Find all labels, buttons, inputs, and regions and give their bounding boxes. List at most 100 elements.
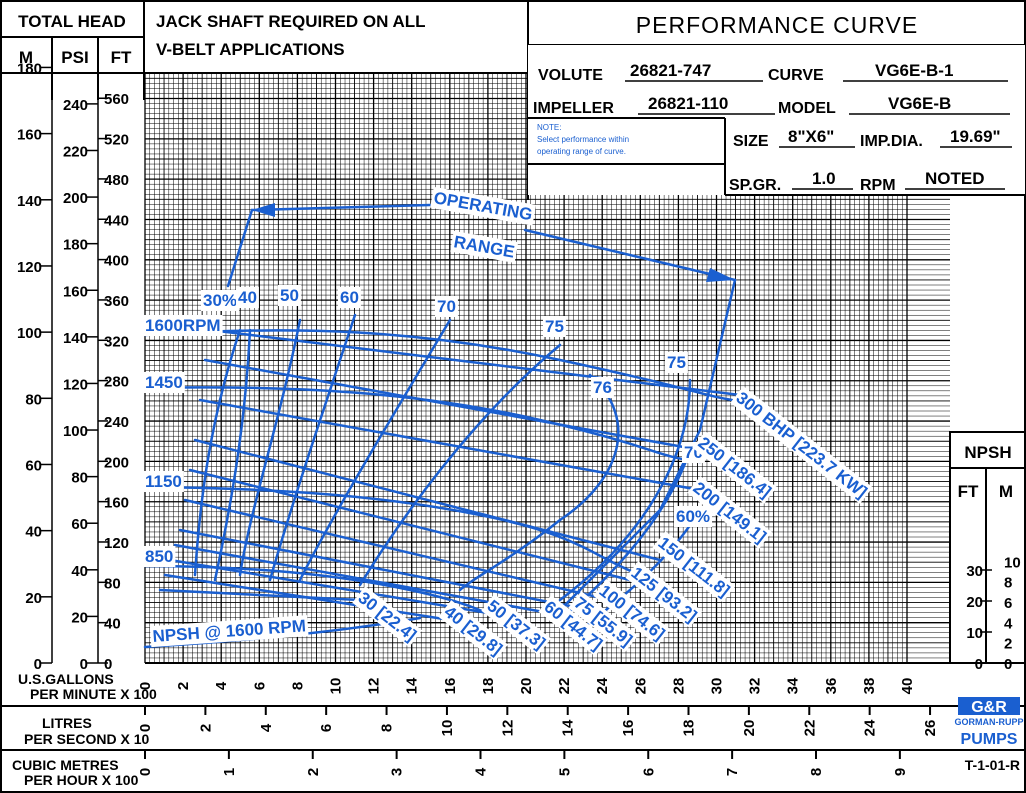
y-tick-m-label: 20 xyxy=(25,590,42,607)
x-tick-lps-label: 18 xyxy=(680,720,697,737)
label-efficiency-backing xyxy=(665,352,688,373)
x-tick-lps-label: 16 xyxy=(620,720,637,737)
col-ft-header: FT xyxy=(111,48,132,67)
x-axis-ticks: 0 2 4 6 8 10 12 14 16 18 20 22 24 26 28 30 32 34 36 38 400 2 4… xyxy=(137,677,939,776)
label-850-text: 850 xyxy=(145,547,173,566)
gpm-label-2: PER MINUTE X 100 xyxy=(30,686,157,702)
logo-line2: PUMPS xyxy=(961,731,1018,748)
label-efficiency-text: 75 xyxy=(667,353,686,372)
label-bhp-backing xyxy=(481,594,552,656)
x-tick-gpm-label: 20 xyxy=(518,678,535,695)
bhp-200 xyxy=(198,398,702,492)
operating-range-boundary xyxy=(226,203,432,288)
x-tick-gpm-label: 12 xyxy=(366,678,383,695)
note-line2: operating range of curve. xyxy=(537,147,626,156)
rpm-value: NOTED xyxy=(925,169,985,188)
label-bhp-backing xyxy=(692,431,777,504)
label-1450-text: 1450 xyxy=(145,373,183,392)
x-tick-cmh-label: 6 xyxy=(640,768,657,776)
x-tick-lps-label: 20 xyxy=(741,720,758,737)
eff-75 xyxy=(358,343,562,587)
y-tick-m-label: 140 xyxy=(17,193,42,210)
gorman-rupp-logo: G&R GORMAN-RUPP PUMPS xyxy=(955,697,1024,748)
x-tick-gpm-label: 10 xyxy=(328,678,345,695)
y-tick-ft-label: 360 xyxy=(104,293,129,310)
label-range-backing xyxy=(450,230,519,263)
size-value: 8"X6" xyxy=(788,127,834,146)
label-850: 850 xyxy=(143,546,176,567)
label-bhp-backing xyxy=(568,591,639,653)
label-efficiency-text: 75 xyxy=(545,317,564,336)
label-850-backing xyxy=(143,546,176,567)
lps-label-2: PER SECOND X 10 xyxy=(24,731,149,747)
x-tick-cmh-label: 4 xyxy=(473,767,490,776)
bhp-50 xyxy=(168,558,502,617)
label-bhp-backing xyxy=(593,579,671,646)
npsh-title: NPSH xyxy=(964,443,1011,462)
x-tick-gpm-label: 34 xyxy=(785,677,802,694)
label-efficiency-backing xyxy=(674,506,713,527)
label-1150-backing xyxy=(143,471,184,492)
y-tick-ft-label: 520 xyxy=(104,132,129,149)
rpm-label: RPM xyxy=(860,177,896,194)
label-1450-backing xyxy=(143,372,185,393)
y-tick-ft-label: 560 xyxy=(104,91,129,108)
bhp-125 xyxy=(188,468,632,582)
x-tick-lps-label: 14 xyxy=(560,719,577,736)
x-tick-cmh-label: 5 xyxy=(556,768,573,776)
imp-dia-label: IMP.DIA. xyxy=(860,133,923,150)
y-tick-ft-label: 480 xyxy=(104,172,129,189)
label-efficiency-text: 60% xyxy=(676,507,710,526)
x-tick-cmh-label: 9 xyxy=(892,768,909,776)
curve-value: VG6E-B-1 xyxy=(875,61,953,80)
y-tick-psi-label: 100 xyxy=(63,423,88,440)
x-tick-gpm-label: 6 xyxy=(251,682,268,690)
label-bhp-backing xyxy=(625,561,703,628)
y-axis-ticks: 0408012016020024028032036040044048052056… xyxy=(17,60,129,673)
x-tick-cmh-label: 1 xyxy=(221,768,238,776)
label-efficiency-text: 60 xyxy=(340,288,359,307)
x-tick-gpm-label: 2 xyxy=(175,682,192,690)
gpm-label-1: U.S.GALLONS xyxy=(18,671,114,687)
npsh-box xyxy=(949,431,1026,664)
label-bhp-backing xyxy=(438,600,509,662)
npsh-tick-m-label: 10 xyxy=(1004,554,1021,571)
bhp-250 xyxy=(203,358,702,452)
npsh-tick-m-label: 4 xyxy=(1004,615,1013,632)
label-efficiency: 75 xyxy=(543,316,566,337)
doc-code: T-1-01-R xyxy=(965,757,1020,773)
label-efficiency-text: 76 xyxy=(593,378,612,397)
sp-gr-value: 1.0 xyxy=(812,169,836,188)
x-tick-gpm-label: 16 xyxy=(442,678,459,695)
y-tick-psi-label: 120 xyxy=(63,376,88,393)
label-1600rpm-backing xyxy=(143,315,223,336)
y-tick-m-label: 40 xyxy=(25,524,42,541)
label-efficiency: 75 xyxy=(665,352,688,373)
label-efficiency: 76 xyxy=(591,377,614,398)
label-1600rpm-text: 1600RPM xyxy=(145,316,221,335)
bhp-300 xyxy=(208,328,742,397)
x-tick-gpm-label: 8 xyxy=(289,682,306,690)
y-tick-ft-label: 80 xyxy=(104,575,121,592)
curve-1150 xyxy=(143,485,642,577)
npsh-col-m: M xyxy=(999,482,1013,501)
npsh-tick-ft-label: 30 xyxy=(966,563,983,580)
volute-value: 26821-747 xyxy=(630,61,711,80)
label-efficiency-backing xyxy=(278,285,301,306)
x-tick-cmh-label: 3 xyxy=(389,768,406,776)
x-tick-cmh-label: 2 xyxy=(305,768,322,776)
label-efficiency-text: 30% xyxy=(203,291,237,310)
x-tick-gpm-label: 28 xyxy=(670,678,687,695)
note-line1: Select performance within xyxy=(537,135,629,144)
size-label: SIZE xyxy=(733,133,769,150)
y-tick-ft-label: 400 xyxy=(104,253,129,270)
x-tick-gpm-label: 26 xyxy=(632,678,649,695)
x-tick-lps-label: 12 xyxy=(499,720,516,737)
x-tick-gpm-label: 18 xyxy=(480,678,497,695)
y-tick-psi-label: 60 xyxy=(71,516,88,533)
label-1150: 1150 xyxy=(143,471,184,492)
cmh-label-1: CUBIC METRES xyxy=(12,757,119,773)
x-tick-cmh-label: 8 xyxy=(808,768,825,776)
eff-60 xyxy=(268,313,357,582)
impeller-value: 26821-110 xyxy=(648,94,728,113)
